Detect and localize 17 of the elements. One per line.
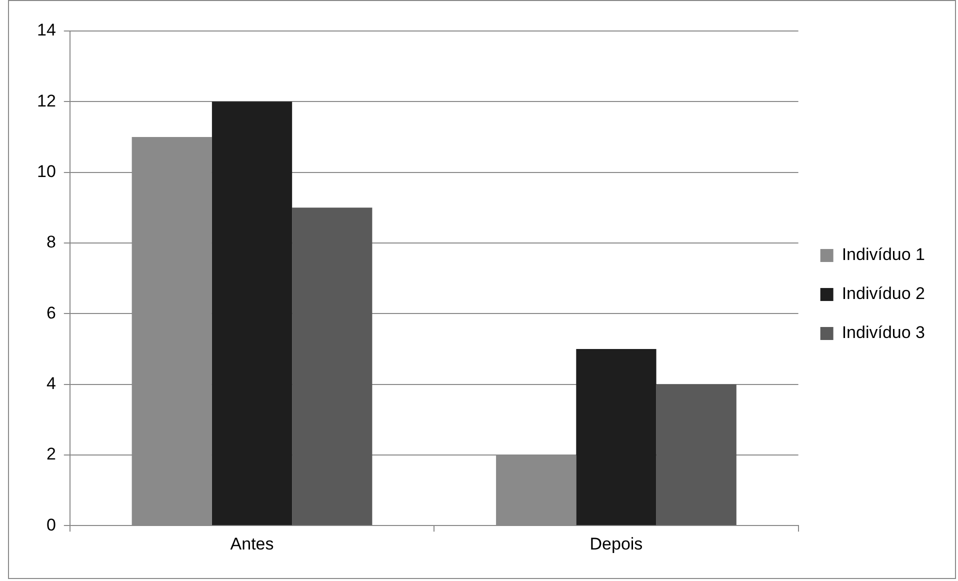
bar: [292, 208, 372, 526]
y-tick-label: 14: [36, 20, 56, 40]
bar: [576, 348, 656, 526]
x-tick-label: Depois: [590, 534, 643, 554]
legend-label: Indivíduo 3: [842, 323, 926, 342]
x-tick-label: Antes: [230, 534, 274, 554]
legend-label: Indivíduo 2: [842, 284, 926, 304]
bar: [656, 384, 736, 526]
y-tick-label: 6: [46, 303, 56, 322]
legend-label: Indivíduo 1: [842, 245, 926, 264]
y-tick-label: 8: [46, 232, 56, 252]
y-tick-label: 2: [46, 444, 56, 464]
y-tick-label: 4: [46, 374, 56, 393]
y-tick-label: 0: [46, 515, 56, 534]
bar: [212, 102, 292, 526]
y-tick-label: 12: [36, 91, 56, 110]
y-tick-label: 10: [36, 162, 56, 181]
